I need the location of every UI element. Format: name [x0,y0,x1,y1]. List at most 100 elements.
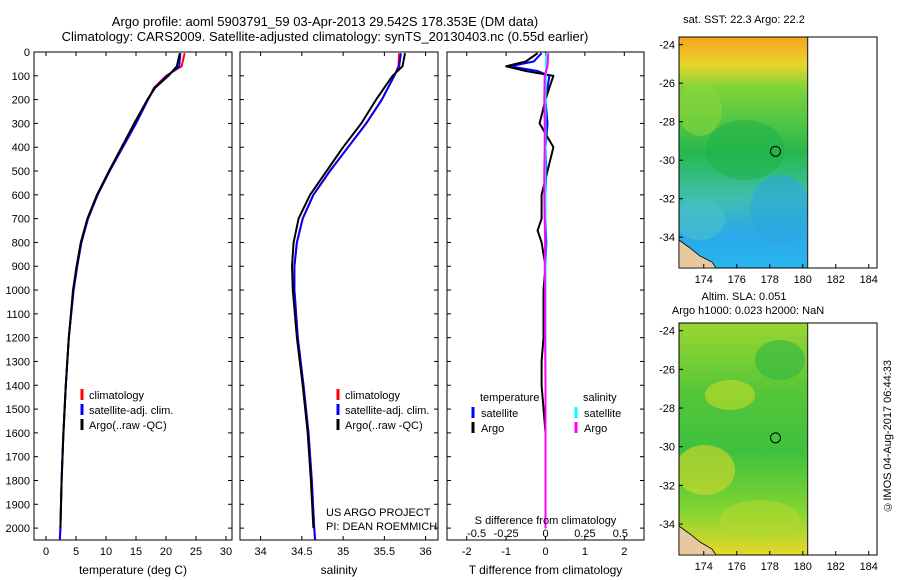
sst_map-ytick-label: -26 [659,78,675,90]
sla_map-nodata [807,323,877,555]
salinity-series-line [291,53,406,529]
temperature-xtick-label: 25 [190,546,202,558]
difference-top-xlabel: S difference from climatology [475,515,617,527]
sla_map-xtick-label: 182 [827,561,845,573]
temperature-series-line [58,53,182,541]
sst_map-nodata [807,37,877,268]
sst_map-ytick-label: -34 [659,232,675,244]
depth-tick-label: 1800 [6,475,30,487]
diff-legend-title: salinity [583,392,617,404]
depth-tick-label: 0 [24,47,30,59]
sst_map-xtick-label: 174 [695,274,713,286]
salinity-legend-label: Argo(..raw -QC) [345,420,423,432]
temperature-xtick-label: 10 [100,546,112,558]
credits-line-1: US ARGO PROJECT [326,507,431,519]
depth-tick-label: 1400 [6,380,30,392]
header-line-1: Argo profile: aoml 5903791_59 03-Apr-201… [111,14,539,29]
difference-top-tick-label: 0.25 [574,528,595,540]
depth-tick-label: 400 [12,142,30,154]
difference-top-tick-label: -0.25 [494,528,519,540]
salinity-xtick-label: 34 [255,546,267,558]
sla_map-xtick-label: 178 [761,561,779,573]
difference-series-line [543,53,550,529]
difference-top-tick-label: 0.5 [613,528,628,540]
sla_map-ytick-label: -28 [659,403,675,415]
depth-tick-label: 1300 [6,356,30,368]
diff-legend-label: Argo [481,423,504,435]
sla_map-ytick-label: -30 [659,442,675,454]
sst-panel-title: sat. SST: 22.3 Argo: 22.2 [683,14,805,26]
depth-tick-label: 200 [12,95,30,107]
depth-tick-label: 500 [12,166,30,178]
depth-tick-label: 600 [12,190,30,202]
temperature-xtick-label: 0 [43,546,49,558]
difference-top-tick-label: 0 [542,528,548,540]
sst_map-xtick-label: 178 [761,274,779,286]
sla_map-xtick-label: 184 [860,561,878,573]
temperature-xlabel: temperature (deg C) [79,563,187,577]
sla-land [678,525,717,556]
depth-tick-label: 1200 [6,333,30,345]
salinity-xtick-label: 35 [337,546,349,558]
temperature-xtick-label: 20 [160,546,172,558]
salinity-xtick-label: 34.5 [291,546,312,558]
difference-xtick-label: -1 [501,546,511,558]
depth-tick-label: 300 [12,118,30,130]
temperature-xtick-label: 15 [130,546,142,558]
depth-tick-label: 900 [12,261,30,273]
sla_map-xtick-label: 174 [695,561,713,573]
difference-xtick-label: 1 [582,546,588,558]
sst-land [678,239,717,269]
diff-legend-label: Argo [584,423,607,435]
salinity-xtick-label: 35.5 [374,546,395,558]
sst_map-ytick-label: -24 [659,40,675,52]
depth-tick-label: 1100 [6,309,30,321]
temperature-axes [33,51,233,541]
sst_map-xtick-label: 180 [794,274,812,286]
temperature-xtick-label: 30 [220,546,232,558]
sst_map-ytick-label: -32 [659,194,675,206]
salinity-legend-label: satellite-adj. clim. [345,405,429,417]
depth-tick-label: 1000 [6,285,30,297]
sst_map-ytick-label: -28 [659,117,675,129]
sla_map-xtick-label: 180 [794,561,812,573]
sst_map-xtick-label: 176 [728,274,746,286]
temperature-legend-label: climatology [89,390,145,402]
sla_map-ytick-label: -34 [659,519,675,531]
temperature-series-line [59,52,181,529]
sst_map-xtick-label: 184 [860,274,878,286]
depth-tick-label: 700 [12,214,30,226]
sla_map-xtick-label: 176 [728,561,746,573]
salinity-legend-label: climatology [345,390,401,402]
salinity-axes [239,51,439,541]
sst_map-ytick-label: -30 [659,155,675,167]
difference-xtick-label: 2 [621,546,627,558]
sla_map-ytick-label: -32 [659,480,675,492]
temperature-legend-label: satellite-adj. clim. [89,405,173,417]
sla_map-ytick-label: -26 [659,364,675,376]
temperature-legend-label: Argo(..raw -QC) [89,420,167,432]
sst_map-xtick-label: 182 [827,274,845,286]
diff-legend-label: satellite [481,408,518,420]
salinity-xlabel: salinity [321,563,358,577]
diff-legend-label: satellite [584,408,621,420]
sla-panel-title-2: Argo h1000: 0.023 h2000: NaN [671,305,825,317]
salinity-xtick-label: 36 [420,546,432,558]
sst-map-frame [678,36,878,269]
depth-tick-label: 1700 [6,452,30,464]
depth-tick-label: 1600 [6,428,30,440]
depth-tick-label: 2000 [6,523,30,535]
temperature-xtick-label: 5 [73,546,79,558]
sla-map-frame [678,322,878,556]
depth-tick-label: 800 [12,237,30,249]
sla_map-argo-marker [770,432,782,444]
depth-tick-label: 1900 [6,499,30,511]
diff-legend-title: temperature [480,392,539,404]
difference-top-tick-label: -0.5 [467,528,486,540]
credits-line-2: PI: DEAN ROEMMICH [326,521,437,533]
difference-series-line [505,52,555,529]
header-line-2: Climatology: CARS2009. Satellite-adjuste… [61,29,589,44]
sla_map-ytick-label: -24 [659,326,675,338]
difference-xlabel: T difference from climatology [469,563,623,577]
